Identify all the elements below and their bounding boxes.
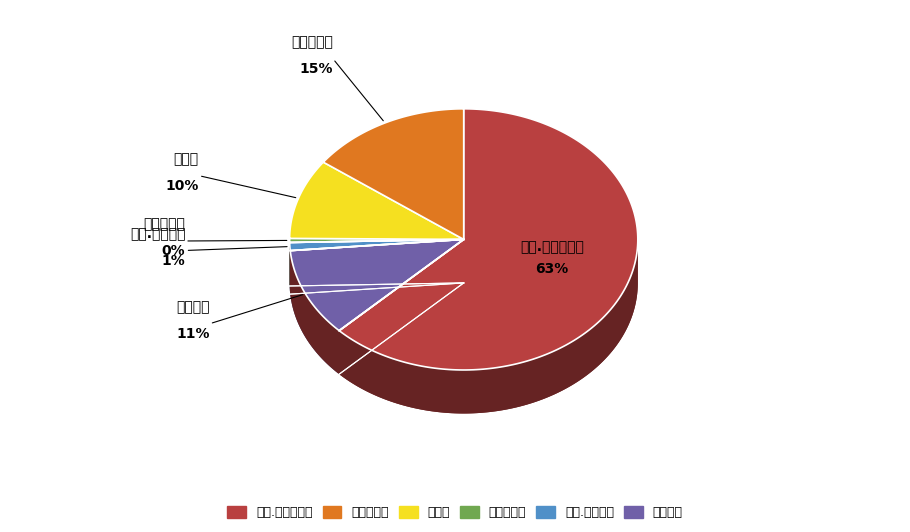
Polygon shape (290, 239, 464, 294)
Polygon shape (290, 251, 339, 374)
Text: 발효음료류: 발효음료류 (143, 218, 185, 231)
Text: 두유류: 두유류 (174, 152, 199, 166)
Polygon shape (339, 239, 464, 374)
Polygon shape (339, 241, 638, 413)
Text: 11%: 11% (177, 327, 209, 341)
Text: 인삼.홍삼음료: 인삼.홍삼음료 (130, 227, 186, 241)
Polygon shape (289, 239, 464, 251)
Polygon shape (323, 109, 464, 239)
Polygon shape (289, 162, 464, 239)
Polygon shape (339, 109, 638, 370)
Polygon shape (290, 239, 464, 331)
Polygon shape (289, 239, 464, 286)
Text: 기타음료: 기타음료 (177, 300, 209, 314)
Text: 탄산음료류: 탄산음료류 (291, 35, 333, 49)
Polygon shape (289, 238, 464, 243)
Polygon shape (290, 239, 464, 294)
Text: 63%: 63% (535, 262, 569, 277)
Text: 10%: 10% (166, 179, 199, 193)
Text: 15%: 15% (299, 62, 333, 76)
Text: 과일.채소류음료: 과일.채소류음료 (520, 240, 584, 255)
Legend: 과일.채소류음료, 탄산음료류, 두유류, 발효음료류, 인삼.홍삼음료, 기타음료: 과일.채소류음료, 탄산음료류, 두유류, 발효음료류, 인삼.홍삼음료, 기타… (224, 503, 686, 523)
Text: 1%: 1% (162, 254, 186, 268)
Polygon shape (339, 239, 464, 374)
Polygon shape (289, 239, 638, 413)
Text: 0%: 0% (161, 245, 185, 259)
Polygon shape (289, 239, 464, 286)
